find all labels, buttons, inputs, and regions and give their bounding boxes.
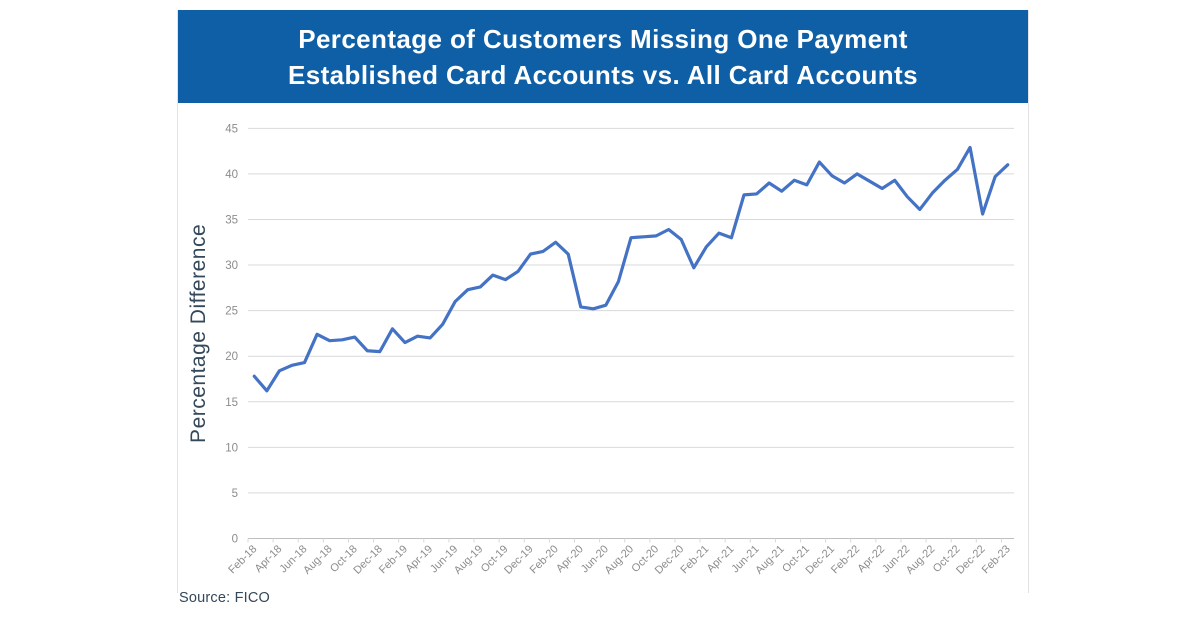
chart-title-line1: Percentage of Customers Missing One Paym… (298, 23, 908, 54)
chart-title-line2: Established Card Accounts vs. All Card A… (288, 59, 918, 90)
chart-title-banner: Percentage of Customers Missing One Paym… (178, 10, 1028, 103)
y-axis-title: Percentage Difference (187, 224, 210, 443)
x-tick-label: Feb-18 (226, 543, 259, 576)
plot-area: 0 5 10 15 20 25 30 35 40 45 Feb-18 Apr-18 Jun-18 Aug-… (178, 103, 1030, 593)
chart-card: Percentage of Customers Missing One Paym… (177, 10, 1029, 593)
y-tick-label: 0 (232, 534, 238, 546)
x-tick-label: Feb-19 (377, 543, 410, 576)
y-tick-label: 35 (225, 214, 238, 226)
x-tick-label: Aug-18 (301, 543, 335, 577)
x-tick-label: Aug-21 (753, 543, 787, 577)
y-tick-label: 40 (225, 169, 238, 181)
x-tick-label: Aug-22 (904, 543, 938, 577)
y-tick-label: 5 (232, 488, 238, 500)
x-tick-label: Feb-23 (980, 543, 1013, 576)
y-tick-label: 30 (225, 260, 238, 272)
x-tick-label: Aug-20 (603, 543, 637, 577)
x-tick-label: Feb-21 (678, 543, 711, 576)
y-tick-label: 45 (225, 123, 238, 135)
y-tick-label: 20 (225, 351, 238, 363)
x-tick-label: Feb-22 (829, 543, 862, 576)
y-tick-label: 25 (225, 306, 238, 318)
y-tick-label: 15 (225, 397, 238, 409)
source-caption: Source: FICO (179, 590, 271, 606)
x-tick-label: Aug-19 (452, 543, 486, 577)
line-chart-svg: 051015202530354045Feb-18Apr-18Jun-18Aug-… (187, 123, 1014, 577)
data-series-line (252, 145, 1010, 393)
x-tick-label: Feb-20 (528, 543, 561, 576)
y-tick-label: 10 (225, 442, 238, 454)
